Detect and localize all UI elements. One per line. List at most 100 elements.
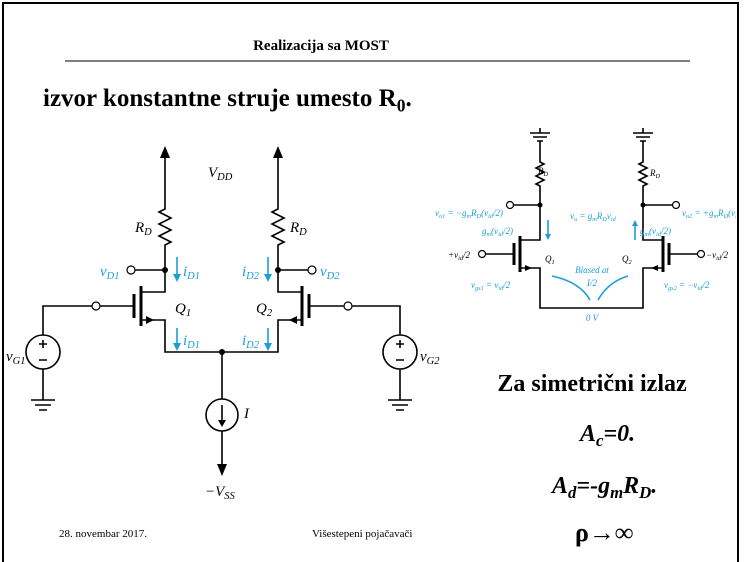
subscript: D1: [106, 271, 120, 282]
footer-date: 28. novembar 2017.: [59, 528, 147, 540]
text-run: Biased at: [575, 265, 609, 275]
subscript: D1: [186, 271, 200, 282]
text-run: v: [570, 211, 574, 221]
label: gm(vid/2): [640, 226, 671, 238]
label: vD1: [100, 264, 120, 282]
label: vo1 = −gmRD(vid/2): [435, 208, 503, 220]
subscript: m: [713, 213, 718, 220]
subscript: id: [498, 231, 504, 238]
text-run: V: [208, 165, 219, 181]
subscript: m: [645, 231, 650, 238]
label: I/2: [586, 278, 597, 288]
text-run: (v: [491, 226, 498, 236]
text-run: g: [640, 226, 645, 236]
text-run: v: [320, 264, 327, 280]
text-run: v: [6, 349, 13, 365]
text-run: i: [183, 333, 187, 349]
subscript: 2: [629, 259, 633, 266]
text-run: (v: [481, 208, 488, 218]
text-run: R: [134, 220, 144, 236]
label: Q1: [175, 301, 191, 319]
text-run: A: [578, 421, 596, 447]
text-run: /2: [701, 280, 710, 290]
subscript: m: [466, 213, 471, 220]
text-run: R: [596, 211, 603, 221]
label: vG2: [420, 349, 440, 367]
label: gm(vid/2): [482, 226, 513, 238]
subscript: o1: [439, 213, 445, 220]
label: Q2: [622, 254, 633, 266]
label: iD1: [183, 264, 200, 282]
text-run: +v: [448, 250, 458, 260]
text-run: = −v: [677, 280, 698, 290]
label: vgs1 = vid/2: [471, 280, 511, 292]
text-run: = −g: [445, 208, 467, 218]
text-run: Q: [545, 254, 552, 264]
text-run: −V: [205, 484, 226, 500]
text-run: v: [471, 280, 475, 290]
text-run: I: [243, 406, 250, 422]
label: RD: [649, 168, 661, 180]
label: vG1: [6, 349, 26, 367]
text-run: v: [664, 280, 668, 290]
text-run: i: [183, 264, 187, 280]
formula: Ac=0.: [578, 421, 635, 450]
subscript: D: [638, 483, 651, 502]
text-run: v: [420, 349, 427, 365]
text-run: (v: [728, 208, 735, 218]
text-run: A: [550, 473, 568, 499]
subscript: id: [458, 255, 464, 262]
subscript: o: [574, 216, 577, 223]
subscript: m: [610, 483, 623, 502]
text-run: /2): [492, 208, 503, 218]
subscript: D2: [245, 340, 260, 351]
text-run: v: [682, 208, 686, 218]
text-run: .: [651, 473, 657, 499]
subscript: d: [568, 483, 577, 502]
label: RD: [289, 220, 307, 238]
label: RD: [537, 166, 549, 178]
subscript: D2: [326, 271, 341, 282]
text-run: izvor konstantne struje umesto R: [43, 85, 398, 112]
text-run: .: [405, 85, 411, 112]
label: vo2 = +gmRD(vid/2): [682, 208, 744, 220]
label: Q1: [545, 254, 555, 266]
subscript: id: [697, 285, 703, 292]
subscript: 0: [397, 95, 406, 115]
subscript: D: [601, 216, 607, 223]
label: iD1: [183, 333, 200, 351]
subscript: D: [298, 227, 307, 238]
label: −VSS: [205, 484, 236, 502]
right-circuit: [477, 128, 706, 309]
subscript: m: [487, 231, 492, 238]
text-run: /2): [660, 226, 671, 236]
left-circuit: [25, 146, 418, 476]
text-run: /2): [739, 208, 744, 218]
subscript: D: [143, 227, 152, 238]
subscript: gs1: [475, 285, 484, 292]
subscript: 2: [267, 308, 273, 319]
text-run: /2): [502, 226, 513, 236]
text-run: v: [100, 264, 107, 280]
text-run: /2: [720, 250, 729, 260]
formula: ρ→∞: [575, 518, 633, 547]
slide-header: Realizacija sa MOST: [253, 38, 389, 54]
label: Q2: [256, 301, 273, 319]
subscript: D: [655, 173, 661, 180]
text-run: I/2: [586, 278, 597, 288]
subscript: D: [476, 213, 482, 220]
text-run: =-g: [576, 473, 610, 499]
text-run: R: [537, 166, 544, 176]
label: I: [243, 406, 250, 422]
text-run: /2: [502, 280, 511, 290]
subscript: D: [543, 171, 549, 178]
label: 0 V: [586, 313, 600, 323]
label: vgs2 = −vid/2: [664, 280, 710, 292]
text-run: g: [482, 226, 487, 236]
slide-heading: izvor konstantne struje umesto R0.: [43, 85, 412, 115]
subscript: G2: [427, 356, 441, 367]
subscript: id: [488, 213, 494, 220]
subscript: D1: [186, 340, 200, 351]
